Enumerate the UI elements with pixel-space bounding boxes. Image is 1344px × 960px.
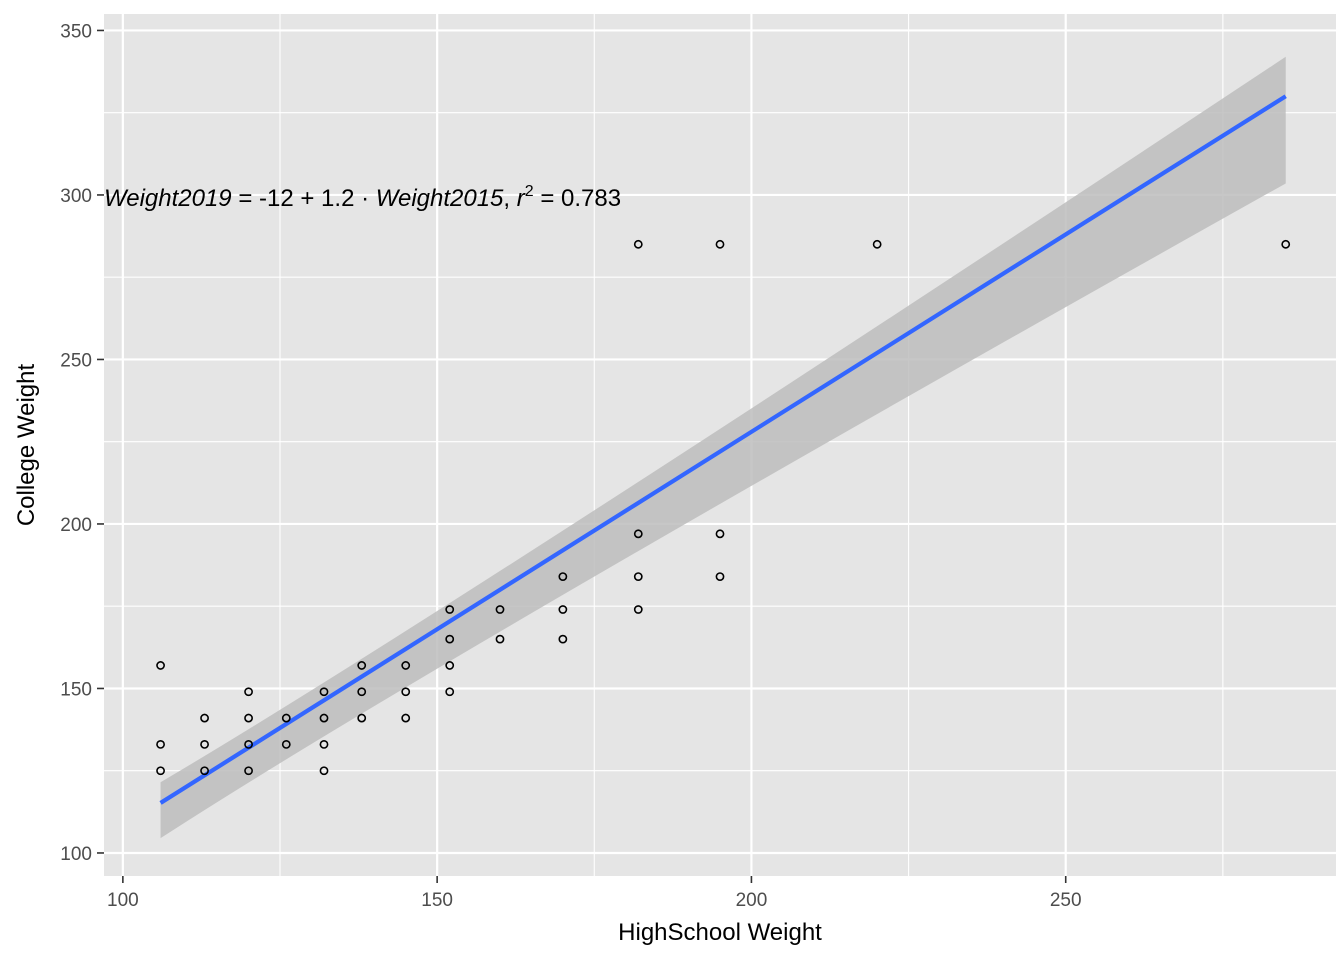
data-points xyxy=(156,239,1291,776)
y-tick-label: 350 xyxy=(60,21,92,42)
data-point xyxy=(445,661,455,670)
data-point xyxy=(319,713,329,723)
data-point xyxy=(281,713,291,723)
data-point xyxy=(401,713,411,723)
y-tick-label: 150 xyxy=(60,679,92,700)
data-point xyxy=(156,739,165,749)
data-point xyxy=(200,739,209,749)
data-point xyxy=(633,529,643,539)
data-point xyxy=(281,739,291,749)
data-point xyxy=(715,572,725,582)
data-point xyxy=(495,605,505,614)
data-point xyxy=(200,713,209,723)
data-point xyxy=(715,529,725,539)
equation-lhs: Weight2019 xyxy=(104,185,232,212)
data-point xyxy=(156,661,165,670)
x-tick-label: 200 xyxy=(736,890,768,911)
equation-middle: = -12 + 1.2 · xyxy=(232,185,376,212)
y-tick-label: 100 xyxy=(60,844,92,865)
data-point xyxy=(445,634,455,644)
data-point xyxy=(244,766,253,776)
data-point xyxy=(633,605,643,614)
equation-r-value: = 0.783 xyxy=(534,185,621,212)
data-point xyxy=(319,766,329,776)
y-axis: 100 150 200 250 300 350 xyxy=(60,21,104,865)
data-point xyxy=(357,661,367,670)
data-point xyxy=(872,239,882,249)
data-point xyxy=(715,239,725,249)
x-axis-title: HighSchool Weight xyxy=(618,919,822,946)
y-tick-label: 300 xyxy=(60,186,92,207)
x-axis: 100 150 200 250 xyxy=(107,876,1082,911)
data-point xyxy=(633,572,643,582)
data-point xyxy=(244,687,253,697)
data-point xyxy=(319,739,329,749)
equation-r-exponent: 2 xyxy=(525,183,534,200)
data-point xyxy=(156,766,165,776)
data-point xyxy=(495,634,505,644)
equation-rhs: Weight2015 xyxy=(376,185,504,212)
equation-annotation: Weight2019 = -12 + 1.2 · Weight2015, r2 … xyxy=(104,183,621,212)
data-point xyxy=(319,687,329,697)
data-point xyxy=(633,239,643,249)
grid-major xyxy=(104,14,1336,876)
data-point xyxy=(357,687,367,697)
x-tick-label: 250 xyxy=(1050,890,1082,911)
data-point xyxy=(558,605,568,614)
regression-line xyxy=(159,94,1287,805)
data-point xyxy=(445,687,455,697)
data-point xyxy=(558,572,568,582)
x-tick-label: 150 xyxy=(421,890,453,911)
data-point xyxy=(401,687,411,697)
data-point xyxy=(558,634,568,644)
x-tick-label: 100 xyxy=(107,890,139,911)
data-point xyxy=(244,713,253,723)
data-point xyxy=(445,605,455,614)
data-point xyxy=(401,661,411,670)
y-axis-title: College Weight xyxy=(13,364,40,527)
data-point xyxy=(1281,239,1291,249)
data-point xyxy=(244,739,253,749)
data-point xyxy=(357,713,367,723)
data-point xyxy=(200,766,209,776)
y-tick-label: 250 xyxy=(60,350,92,371)
equation-separator: , xyxy=(503,185,516,212)
equation-r-label: r xyxy=(517,185,526,212)
y-tick-label: 200 xyxy=(60,515,92,536)
